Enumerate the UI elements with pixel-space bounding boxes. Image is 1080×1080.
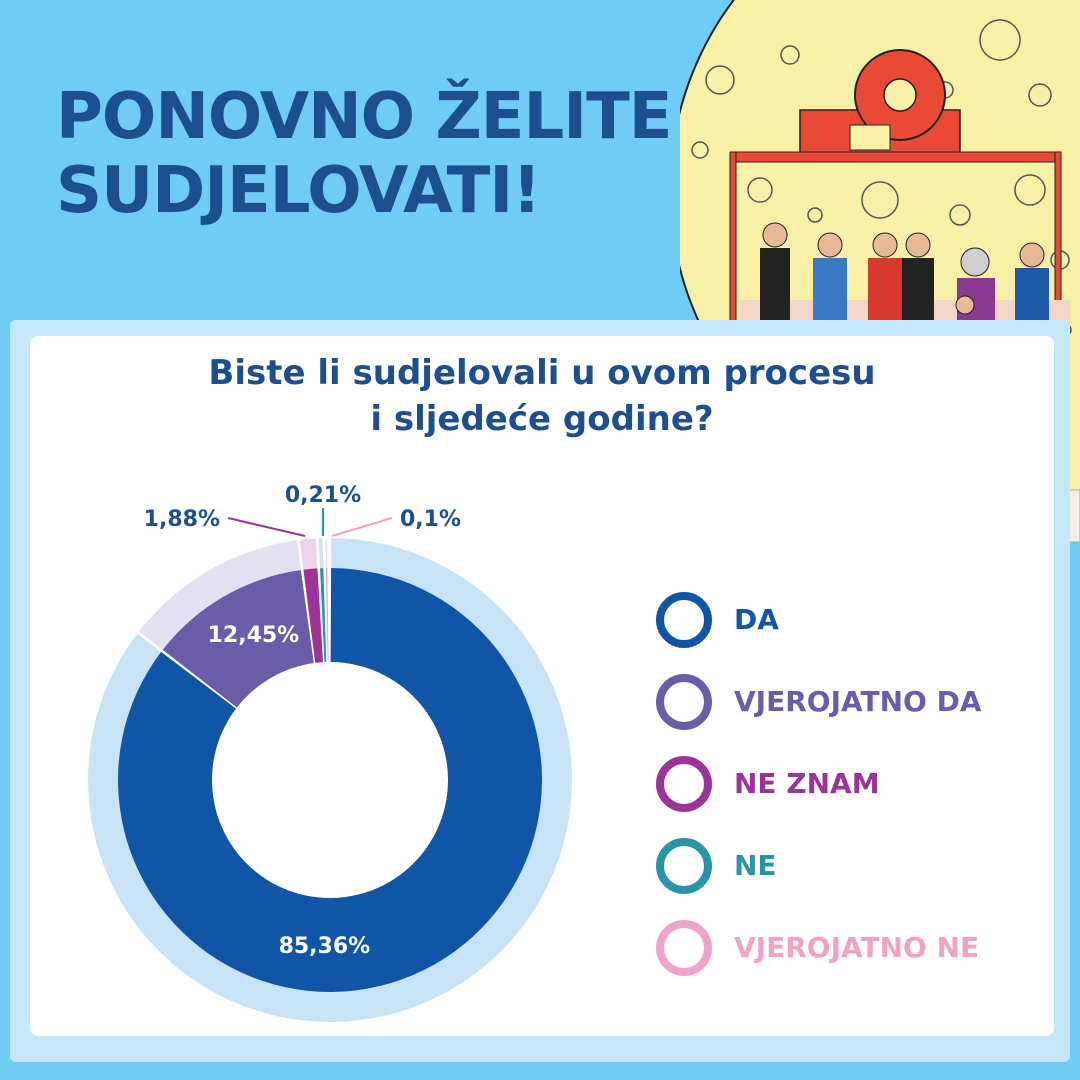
legend-label: NE ZNAM <box>734 767 880 800</box>
legend-label: VJEROJATNO DA <box>734 685 982 718</box>
data-label-da: 85,36% <box>279 934 371 959</box>
legend-label: DA <box>734 603 779 636</box>
page-title-line-2: SUDJELOVATI! <box>56 154 541 228</box>
donut-slice-0 <box>118 568 542 992</box>
legend-ring-icon <box>656 674 712 730</box>
legend-item-ne-znam: NE ZNAM <box>656 756 996 812</box>
legend-item-vjerojatno-ne: VJEROJATNO NE <box>656 920 996 976</box>
chart-title-line-1: Biste li sudjelovali u ovom procesu <box>208 353 876 393</box>
legend-ring-icon <box>656 920 712 976</box>
legend-item-da: DA <box>656 592 996 648</box>
legend-ring-icon <box>656 756 712 812</box>
chart-title-line-2: i sljedeće godine? <box>370 399 714 439</box>
data-label-vjerojatno-da: 12,45% <box>208 623 300 648</box>
legend-ring-icon <box>656 592 712 648</box>
donut-slice-3 <box>320 568 327 663</box>
donut-outer-ring-1 <box>139 540 301 650</box>
chart-title: Biste li sudjelovali u ovom procesu i sl… <box>30 350 1054 442</box>
data-label-vjerojatno-ne: 0,1% <box>400 507 461 532</box>
legend-item-ne: NE <box>656 838 996 894</box>
data-label-vjerojatno-ne-leader <box>331 517 393 537</box>
donut-outer-ring-4 <box>325 538 328 569</box>
donut-slice-2 <box>303 568 324 663</box>
legend-label: VJEROJATNO NE <box>734 931 980 964</box>
donut-outer-ring-3 <box>318 538 324 569</box>
page-title-line-1: PONOVNO ŽELITE <box>56 80 672 154</box>
page-title: PONOVNO ŽELITE SUDJELOVATI! <box>56 80 672 228</box>
data-label-ne: 0,21% <box>285 483 361 508</box>
legend-label: NE <box>734 849 777 882</box>
donut-slice-4 <box>325 568 329 663</box>
legend-item-vjerojatno-da: VJEROJATNO DA <box>656 674 996 730</box>
donut-outer-ring-2 <box>299 538 318 570</box>
legend-ring-icon <box>656 838 712 894</box>
data-label-ne-znam-leader <box>227 517 306 537</box>
donut-slice-1 <box>162 570 314 708</box>
data-label-ne-znam: 1,88% <box>144 507 220 532</box>
